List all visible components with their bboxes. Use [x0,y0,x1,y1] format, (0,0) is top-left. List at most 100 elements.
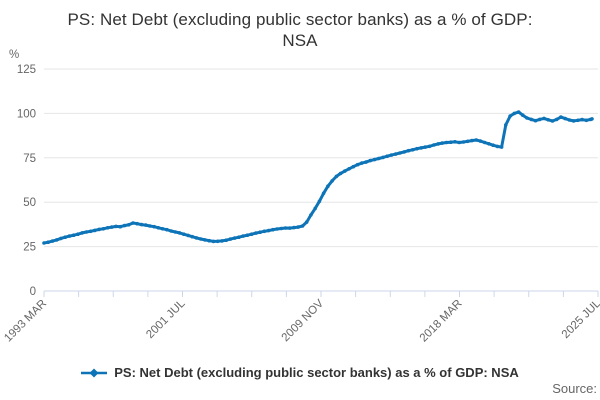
y-axis-tick-label: 125 [17,64,36,76]
series-marker [427,144,432,149]
series-marker [317,199,322,204]
series-marker [542,116,546,121]
series-marker [465,139,470,144]
source-label: Source: [552,381,597,396]
series-marker [415,146,419,151]
series-marker [105,226,110,230]
series-marker [190,234,195,239]
series-marker [406,148,411,153]
series-marker [254,231,258,235]
series-marker [266,228,271,233]
series-marker [525,116,529,120]
series-marker [156,226,161,230]
series-marker [398,151,402,155]
series-marker [262,229,267,234]
series-marker [232,236,237,240]
legend-label: PS: Net Debt (excluding public sector ba… [114,365,519,380]
series-marker [207,238,211,243]
series-marker [101,227,106,231]
series-marker [139,222,144,227]
series-marker [97,227,101,232]
series-marker [215,239,220,244]
series-marker [84,230,89,234]
legend-diamond-icon [89,368,99,377]
series-marker [372,157,377,162]
series-marker [258,230,262,234]
series-marker [499,145,504,149]
series-marker [203,238,207,242]
series-marker [567,118,572,122]
series-marker [42,241,46,245]
series-marker [304,220,309,224]
series-marker [313,206,318,211]
series-marker [292,225,296,230]
series-marker [80,231,84,235]
series-marker [173,230,178,234]
series-marker [495,144,500,149]
series-marker [182,232,186,236]
series-marker [118,224,123,229]
series-marker [110,225,114,229]
chart-title-line1: PS: Net Debt (excluding public sector ba… [67,10,533,29]
series-marker [508,114,512,118]
series-marker [563,116,567,121]
series-marker [283,226,288,230]
series-marker [126,223,131,227]
series-marker [419,146,423,150]
series-marker [347,167,351,171]
series-marker [580,117,584,122]
series-marker [152,224,156,229]
series-marker [432,143,436,147]
series-line[interactable] [42,110,594,245]
series-marker [529,117,534,122]
series-marker [93,228,97,233]
series-marker [584,118,589,123]
series-marker [245,233,250,237]
series-marker [330,179,334,183]
series-marker [186,233,190,238]
series-marker [237,235,241,239]
series-marker [296,225,301,229]
series-marker [177,231,182,235]
x-axis-tick-label: 1993 MAR [2,298,49,345]
series-marker [533,118,538,123]
series-marker [241,234,245,238]
series-marker [423,145,428,149]
series-marker [131,221,135,225]
legend-series-marker-icon [81,368,108,377]
series-marker [67,234,72,238]
series-marker [491,143,495,147]
series-marker [271,227,275,232]
series-marker [444,140,449,145]
series-marker [199,237,203,241]
series-marker [512,111,517,116]
series-marker [50,239,55,243]
series-marker [559,115,563,119]
series-marker [368,158,373,163]
series-marker [478,139,483,143]
series-marker [504,123,508,127]
series-marker [194,236,199,240]
y-axis-tick-label: 25 [23,242,36,254]
series-marker [550,119,555,123]
series-marker [355,162,360,167]
series-marker [211,239,216,244]
series-marker [76,232,80,236]
legend-item[interactable]: PS: Net Debt (excluding public sector ba… [0,365,600,380]
chart-title: PS: Net Debt (excluding public sector ba… [0,9,600,51]
series-marker [521,113,525,117]
series-marker [389,153,394,157]
series-marker [360,161,364,165]
series-marker [364,160,368,164]
chart-title-line2: NSA [282,31,318,50]
series-marker [457,140,462,145]
series-marker [63,235,67,239]
series-marker [590,117,594,121]
series-marker [402,150,407,154]
series-marker [351,164,356,169]
y-axis-tick-label: 50 [23,197,36,209]
series-marker [537,117,542,122]
series-marker [449,140,453,144]
series-marker [275,227,279,231]
